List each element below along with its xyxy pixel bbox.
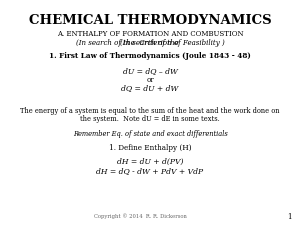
Text: Copyright © 2014  R. R. Dickerson: Copyright © 2014 R. R. Dickerson [94, 213, 186, 219]
Text: CHEMICAL THERMODYNAMICS: CHEMICAL THERMODYNAMICS [29, 14, 271, 27]
Text: 1: 1 [287, 213, 292, 221]
Text: The energy of a system is equal to the sum of the heat and the work done on: The energy of a system is equal to the s… [20, 107, 280, 115]
Text: (In search of the  Criterion of Feasibility ): (In search of the Criterion of Feasibili… [76, 39, 224, 47]
Text: 1. Define Enthalpy (H): 1. Define Enthalpy (H) [109, 144, 191, 152]
Text: 1. First Law of Thermodynamics (Joule 1843 - 48): 1. First Law of Thermodynamics (Joule 18… [49, 52, 251, 60]
Text: A. ENTHALPY OF FORMATION AND COMBUSTION: A. ENTHALPY OF FORMATION AND COMBUSTION [57, 30, 243, 38]
Text: the system.  Note dU = dE in some texts.: the system. Note dU = dE in some texts. [80, 115, 220, 123]
Text: dH = dQ - dW + PdV + VdP: dH = dQ - dW + PdV + VdP [96, 167, 204, 175]
Text: Remember Eq. of state and exact differentials: Remember Eq. of state and exact differen… [73, 130, 227, 138]
Text: dQ = dU + dW: dQ = dU + dW [121, 84, 179, 92]
Text: (In search of the: (In search of the [119, 39, 181, 47]
Text: or: or [146, 76, 154, 84]
Text: dH = dU + d(PV): dH = dU + d(PV) [117, 158, 183, 166]
Text: dU = dQ – dW: dU = dQ – dW [123, 67, 177, 75]
